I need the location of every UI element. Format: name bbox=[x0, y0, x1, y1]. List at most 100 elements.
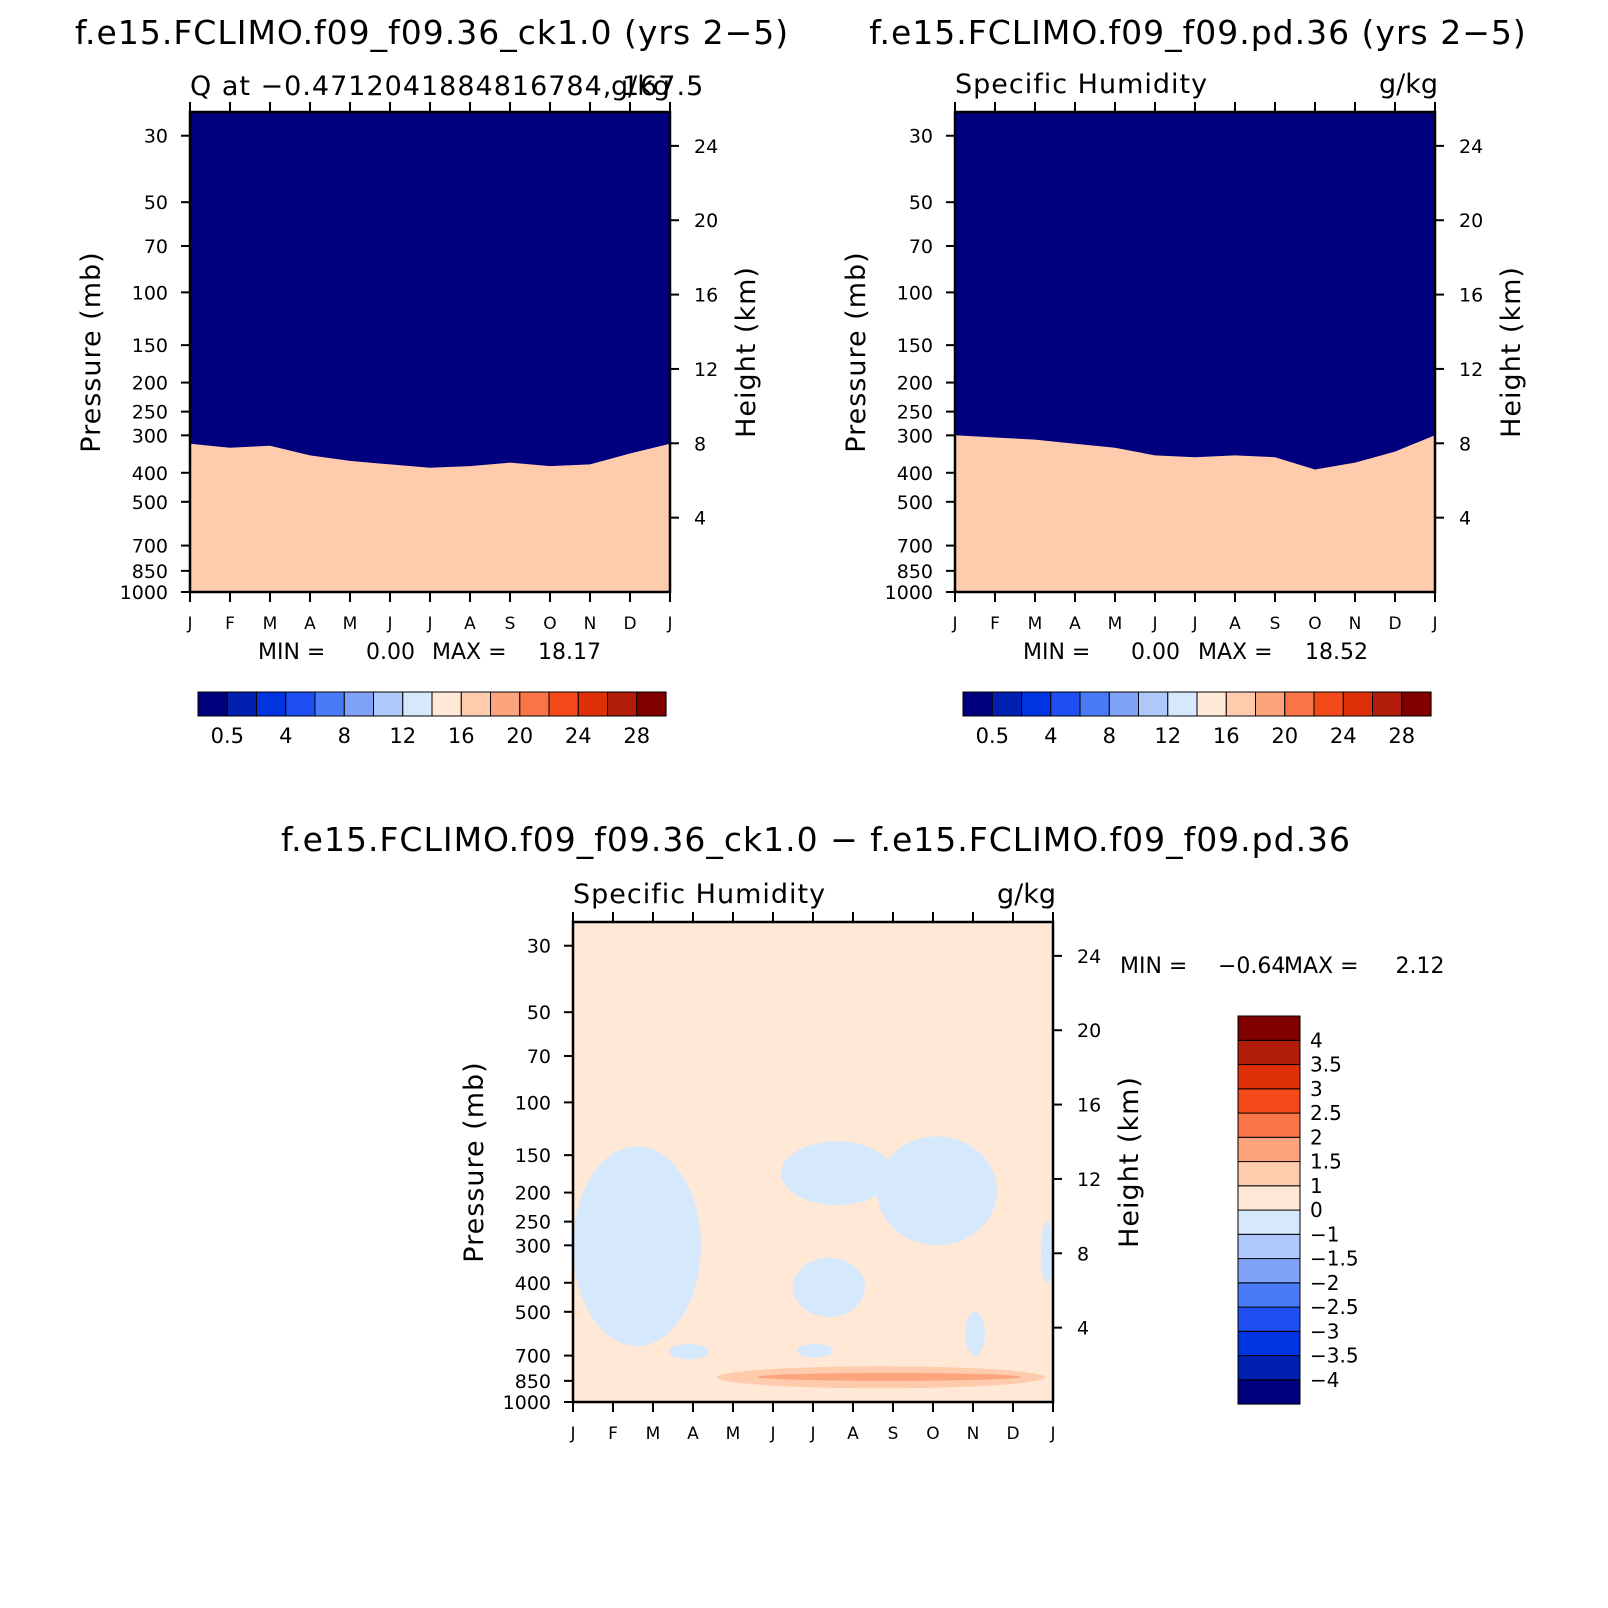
colorbar-box bbox=[343, 691, 375, 717]
panel-1-case-title: f.e15.FCLIMO.f09_f09.36_ck1.0 (yrs 2−5) bbox=[75, 13, 789, 52]
colorbar-label: −1.5 bbox=[1310, 1247, 1359, 1271]
panel-3-right-title: g/kg bbox=[997, 879, 1056, 910]
colorbar-box bbox=[1342, 691, 1374, 717]
height-tick-label: 16 bbox=[1459, 285, 1483, 307]
month-tick-label: A bbox=[304, 614, 316, 634]
colorbar-box bbox=[577, 691, 609, 717]
panel-3-ylabel: Pressure (mb) bbox=[459, 1061, 490, 1262]
month-tick-label: J bbox=[666, 614, 672, 634]
pressure-tick-label: 400 bbox=[897, 463, 933, 485]
panel-1-max-label: MAX = bbox=[432, 640, 507, 665]
colorbar-label: 20 bbox=[1271, 724, 1298, 748]
month-tick-label: J bbox=[426, 614, 432, 634]
colorbar-label: 0.5 bbox=[211, 724, 244, 748]
pressure-tick-label: 850 bbox=[897, 561, 933, 583]
colorbar-label: 1.5 bbox=[1310, 1150, 1342, 1174]
month-tick-label: F bbox=[990, 614, 1000, 634]
colorbar-box bbox=[1196, 691, 1227, 717]
month-tick-label: J bbox=[1431, 614, 1437, 634]
colorbar-label: 4 bbox=[1044, 724, 1057, 748]
pressure-tick-label: 250 bbox=[515, 1212, 551, 1234]
panel-2-case-title: f.e15.FCLIMO.f09_f09.pd.36 (yrs 2−5) bbox=[869, 13, 1526, 52]
colorbar-box bbox=[431, 691, 462, 717]
month-tick-label: S bbox=[505, 614, 516, 634]
pressure-tick-label: 200 bbox=[132, 373, 168, 395]
colorbar-label: 24 bbox=[565, 724, 592, 748]
colorbar-box bbox=[226, 691, 258, 717]
colorbar-box bbox=[1108, 691, 1140, 717]
pressure-tick-label: 30 bbox=[909, 126, 933, 148]
pressure-tick-label: 400 bbox=[515, 1273, 551, 1295]
negative-region-1 bbox=[781, 1141, 893, 1205]
panel-1-right-title: g/kg bbox=[611, 71, 670, 102]
month-tick-label: A bbox=[1069, 614, 1081, 634]
height-tick-label: 4 bbox=[1459, 508, 1471, 530]
month-tick-label: S bbox=[888, 1424, 899, 1444]
panel-3: f.e15.FCLIMO.f09_f09.36_ck1.0 − f.e15.FC… bbox=[281, 820, 1445, 1444]
pressure-tick-label: 700 bbox=[132, 536, 168, 558]
height-tick-label: 20 bbox=[1459, 210, 1483, 232]
colorbar-box bbox=[1237, 1379, 1301, 1405]
colorbar-box bbox=[1237, 1161, 1301, 1187]
colorbar-box bbox=[460, 691, 492, 717]
height-tick-label: 20 bbox=[694, 210, 718, 232]
colorbar-box bbox=[285, 691, 316, 717]
colorbar-box bbox=[1237, 1039, 1301, 1066]
height-tick-label: 8 bbox=[1459, 433, 1471, 455]
colorbar-box bbox=[1237, 1136, 1301, 1163]
month-tick-label: J bbox=[569, 1424, 575, 1444]
colorbar-box bbox=[1237, 1088, 1301, 1114]
colorbar-box bbox=[1313, 691, 1344, 717]
month-tick-label: M bbox=[1028, 614, 1043, 634]
month-tick-label: D bbox=[1006, 1424, 1019, 1444]
colorbar-label: 8 bbox=[338, 724, 351, 748]
pressure-tick-label: 70 bbox=[909, 236, 933, 258]
pressure-tick-label: 700 bbox=[515, 1346, 551, 1368]
month-tick-label: F bbox=[608, 1424, 618, 1444]
colorbar-label: 20 bbox=[506, 724, 533, 748]
panel-1-max-value: 18.17 bbox=[538, 640, 601, 665]
panel-2-ylabel-right: Height (km) bbox=[1496, 266, 1527, 438]
panel-2-right-title: g/kg bbox=[1379, 69, 1438, 100]
colorbar-label: 4 bbox=[1310, 1028, 1323, 1052]
colorbar-box bbox=[1138, 691, 1169, 717]
colorbar-box bbox=[1237, 1064, 1301, 1090]
pressure-tick-label: 150 bbox=[515, 1145, 551, 1167]
colorbar-box bbox=[1401, 691, 1432, 717]
pressure-tick-label: 500 bbox=[132, 492, 168, 514]
pressure-tick-label: 250 bbox=[132, 402, 168, 424]
colorbar-label: 16 bbox=[448, 724, 475, 748]
pressure-tick-label: 150 bbox=[897, 335, 933, 357]
panel-3-contour-field bbox=[573, 922, 1053, 1402]
height-tick-label: 8 bbox=[1077, 1243, 1089, 1265]
colorbar-label: 28 bbox=[1388, 724, 1415, 748]
height-tick-label: 4 bbox=[694, 508, 706, 530]
colorbar-label: −2 bbox=[1310, 1271, 1339, 1295]
panel-1-ylabel-right: Height (km) bbox=[731, 266, 762, 438]
colorbar-label: 2 bbox=[1310, 1125, 1323, 1149]
pressure-tick-label: 300 bbox=[897, 425, 933, 447]
month-tick-label: F bbox=[225, 614, 235, 634]
month-tick-label: O bbox=[1308, 614, 1321, 634]
height-tick-label: 24 bbox=[1459, 136, 1483, 158]
colorbar-box bbox=[314, 691, 345, 717]
colorbar-box bbox=[1225, 691, 1257, 717]
panel-1-left-title: Q at −0.4712041884816784, 167.5 bbox=[190, 71, 704, 102]
month-tick-label: A bbox=[687, 1424, 699, 1444]
month-tick-label: M bbox=[343, 614, 358, 634]
colorbar-label: 12 bbox=[389, 724, 416, 748]
pressure-tick-label: 300 bbox=[132, 425, 168, 447]
month-tick-label: J bbox=[186, 614, 192, 634]
pressure-tick-label: 850 bbox=[132, 561, 168, 583]
colorbar-box bbox=[1237, 1209, 1301, 1235]
month-tick-label: M bbox=[726, 1424, 741, 1444]
panel-2-min-value: 0.00 bbox=[1131, 640, 1180, 665]
height-tick-label: 24 bbox=[1077, 946, 1101, 968]
month-tick-label: N bbox=[584, 614, 597, 634]
colorbar-label: 0 bbox=[1310, 1198, 1323, 1222]
height-tick-label: 8 bbox=[694, 433, 706, 455]
month-tick-label: J bbox=[1151, 614, 1157, 634]
colorbar-box bbox=[1237, 1233, 1301, 1260]
colorbar-label: −3 bbox=[1310, 1319, 1339, 1343]
